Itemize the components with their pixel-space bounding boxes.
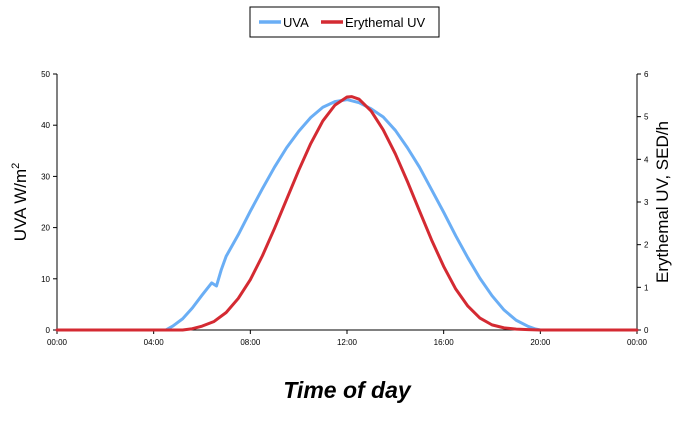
left-y-axis-title-text: UVA W/m: [11, 169, 30, 241]
left-y-tick-label: 0: [46, 326, 51, 335]
axes-layer: [53, 73, 641, 334]
x-axis-title: Time of day: [283, 377, 412, 403]
legend-box: [249, 6, 440, 38]
right-y-tick-label: 4: [644, 155, 649, 164]
left-y-axis-title: UVA W/m2: [10, 163, 30, 242]
x-tick-label: 00:00: [47, 338, 68, 347]
x-tick-label: 00:00: [627, 338, 648, 347]
labels-layer: 0 10 20 30 40 50 0 1 2 3 4 5 6 00:00 04:00 08:00 12:00 16…: [10, 70, 672, 403]
series-layer: [55, 95, 639, 332]
right-y-tick-label: 5: [644, 113, 649, 122]
right-y-tick-label: 0: [644, 326, 649, 335]
right-y-tick-label: 3: [644, 198, 649, 207]
legend-label-erythemal-uv: Erythemal UV: [345, 15, 426, 30]
left-y-tick-label: 30: [41, 172, 50, 181]
series-line-uva: [55, 98, 639, 332]
x-tick-label: 08:00: [240, 338, 261, 347]
x-tick-label: 12:00: [337, 338, 358, 347]
left-y-tick-label: 40: [41, 121, 50, 130]
legend: UVA Erythemal UV: [249, 6, 440, 38]
right-y-tick-label: 6: [644, 70, 649, 79]
x-tick-label: 20:00: [530, 338, 551, 347]
left-y-tick-label: 50: [41, 70, 50, 79]
x-tick-label: 04:00: [144, 338, 165, 347]
right-y-axis-title: Erythemal UV, SED/h: [653, 121, 672, 283]
series-line-erythemal-uv: [55, 95, 639, 332]
left-y-tick-label: 20: [41, 224, 50, 233]
left-y-axis-title-superscript: 2: [10, 163, 22, 169]
right-y-tick-label: 1: [644, 283, 649, 292]
left-y-tick-label: 10: [41, 275, 50, 284]
x-tick-label: 16:00: [434, 338, 455, 347]
right-y-tick-label: 2: [644, 241, 649, 250]
legend-label-uva: UVA: [283, 15, 309, 30]
